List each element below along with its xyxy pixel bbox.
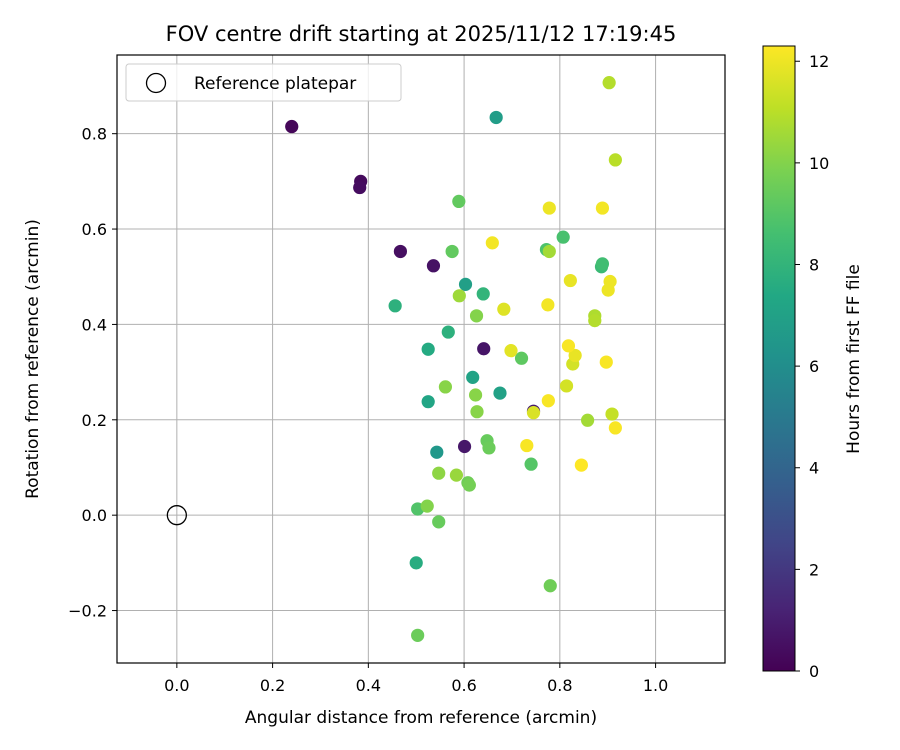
data-point <box>485 236 499 250</box>
y-tick-label: 0.6 <box>82 220 107 239</box>
x-tick-label: 0.8 <box>547 676 572 695</box>
data-point <box>602 76 616 90</box>
data-point <box>559 379 574 393</box>
data-point <box>470 405 484 419</box>
data-point <box>432 466 446 480</box>
data-point <box>574 458 588 472</box>
colorbar-tick-label: 2 <box>809 560 819 579</box>
colorbar-tick-label: 4 <box>809 459 819 478</box>
data-point <box>409 556 423 570</box>
data-point <box>430 445 444 459</box>
data-point <box>449 468 464 482</box>
data-point <box>445 244 459 259</box>
data-point <box>458 277 473 291</box>
data-point <box>426 259 441 273</box>
data-point <box>393 244 408 259</box>
data-point <box>466 370 480 384</box>
data-point <box>542 201 556 215</box>
data-point <box>563 273 577 288</box>
x-tick-label: 0.6 <box>451 676 476 695</box>
data-point <box>452 194 466 208</box>
data-point <box>388 299 402 313</box>
colorbar-tick-label: 10 <box>809 154 829 173</box>
data-point <box>452 289 466 303</box>
reference-marker <box>166 505 187 526</box>
chart-title: FOV centre drift starting at 2025/11/12 … <box>166 22 677 46</box>
data-point <box>438 380 453 394</box>
data-point <box>421 342 435 356</box>
legend-box <box>125 63 402 102</box>
data-point <box>462 478 476 492</box>
data-point <box>542 244 556 259</box>
data-point <box>605 407 619 421</box>
data-point <box>476 287 490 301</box>
data-point <box>285 119 299 134</box>
data-point <box>608 421 622 435</box>
data-point <box>420 499 434 513</box>
data-point <box>541 298 555 312</box>
data-point <box>493 386 507 400</box>
data-point <box>489 110 503 125</box>
legend: Reference platepar <box>125 63 402 102</box>
colorbar-tick-label: 8 <box>809 255 819 274</box>
data-point <box>504 344 518 358</box>
data-point <box>514 351 529 365</box>
data-point <box>543 579 557 593</box>
colorbar: 0 2 4 6 8 10 12 Hours from first FF file <box>762 45 864 681</box>
plot-frame <box>116 54 726 664</box>
x-tick-label: 1.0 <box>643 676 668 695</box>
colorbar-tick-label: 0 <box>809 662 819 681</box>
data-point <box>497 302 511 316</box>
data-point <box>482 441 496 455</box>
data-point <box>441 325 455 339</box>
y-axis-label: Rotation from reference (arcmin) <box>23 219 43 499</box>
data-point <box>556 230 570 244</box>
reference-point <box>166 505 187 526</box>
y-tick-label: 0.8 <box>82 125 107 144</box>
data-point <box>526 406 541 420</box>
y-tick-label: 0.2 <box>82 411 107 430</box>
y-tick-label: −0.2 <box>68 602 107 621</box>
data-point <box>353 180 367 195</box>
x-tick-label: 0.4 <box>356 676 381 695</box>
data-point <box>421 395 435 409</box>
x-axis-ticks: 0.0 0.2 0.4 0.6 0.8 1.0 <box>164 663 668 695</box>
data-point <box>608 153 622 167</box>
data-point <box>468 388 483 402</box>
colorbar-label: Hours from first FF file <box>844 264 864 454</box>
colorbar-gradient <box>762 45 796 672</box>
grid-lines <box>117 55 725 663</box>
colorbar-tick-label: 12 <box>809 52 829 71</box>
colorbar-ticks: 0 2 4 6 8 10 12 <box>795 52 829 681</box>
data-point <box>603 274 617 289</box>
data-point <box>457 439 472 454</box>
legend-label: Reference platepar <box>194 74 356 94</box>
data-point <box>581 413 595 427</box>
data-point <box>477 342 491 356</box>
legend-reference-symbol <box>145 72 167 94</box>
data-points <box>285 76 622 642</box>
data-point <box>595 257 610 271</box>
data-point <box>595 201 610 215</box>
data-point <box>541 394 555 408</box>
data-point <box>568 348 582 363</box>
data-point <box>524 457 538 471</box>
y-tick-label: 0.0 <box>82 506 107 525</box>
data-point <box>520 438 534 453</box>
colorbar-tick-label: 6 <box>809 357 819 376</box>
data-point <box>411 628 425 642</box>
data-point <box>599 355 613 369</box>
y-axis-ticks: −0.2 0.0 0.2 0.4 0.6 0.8 <box>68 125 117 621</box>
x-tick-label: 0.0 <box>164 676 189 695</box>
data-point <box>588 314 602 328</box>
x-tick-label: 0.2 <box>260 676 285 695</box>
data-point <box>432 515 446 529</box>
data-point <box>469 309 484 323</box>
x-axis-label: Angular distance from reference (arcmin) <box>245 708 597 728</box>
data-point <box>561 339 576 353</box>
y-tick-label: 0.4 <box>82 315 107 334</box>
